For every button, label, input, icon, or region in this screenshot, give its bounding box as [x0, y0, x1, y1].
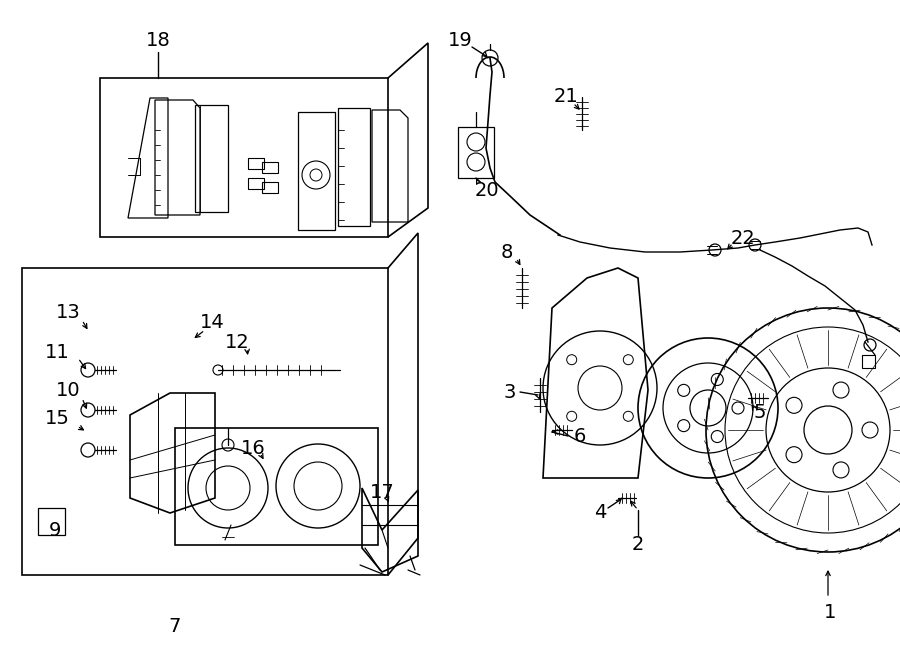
Text: 3: 3 — [504, 383, 517, 401]
Text: 2: 2 — [632, 535, 644, 555]
Text: 19: 19 — [447, 30, 473, 50]
Text: 10: 10 — [56, 381, 80, 399]
Text: 9: 9 — [49, 520, 61, 539]
Text: 21: 21 — [554, 87, 579, 106]
Text: 20: 20 — [474, 180, 500, 200]
Text: 11: 11 — [45, 342, 69, 362]
Text: 17: 17 — [370, 483, 394, 502]
Text: 13: 13 — [56, 303, 80, 323]
Text: 7: 7 — [169, 617, 181, 637]
Text: 6: 6 — [574, 426, 586, 446]
Text: 8: 8 — [500, 243, 513, 262]
Text: 16: 16 — [240, 438, 266, 457]
Text: 1: 1 — [824, 602, 836, 621]
Text: 5: 5 — [754, 403, 766, 422]
Text: 22: 22 — [731, 229, 755, 247]
Text: 12: 12 — [225, 332, 249, 352]
Text: 4: 4 — [594, 504, 607, 522]
Text: 15: 15 — [45, 408, 69, 428]
Text: 18: 18 — [146, 30, 170, 50]
Text: 14: 14 — [200, 313, 224, 332]
